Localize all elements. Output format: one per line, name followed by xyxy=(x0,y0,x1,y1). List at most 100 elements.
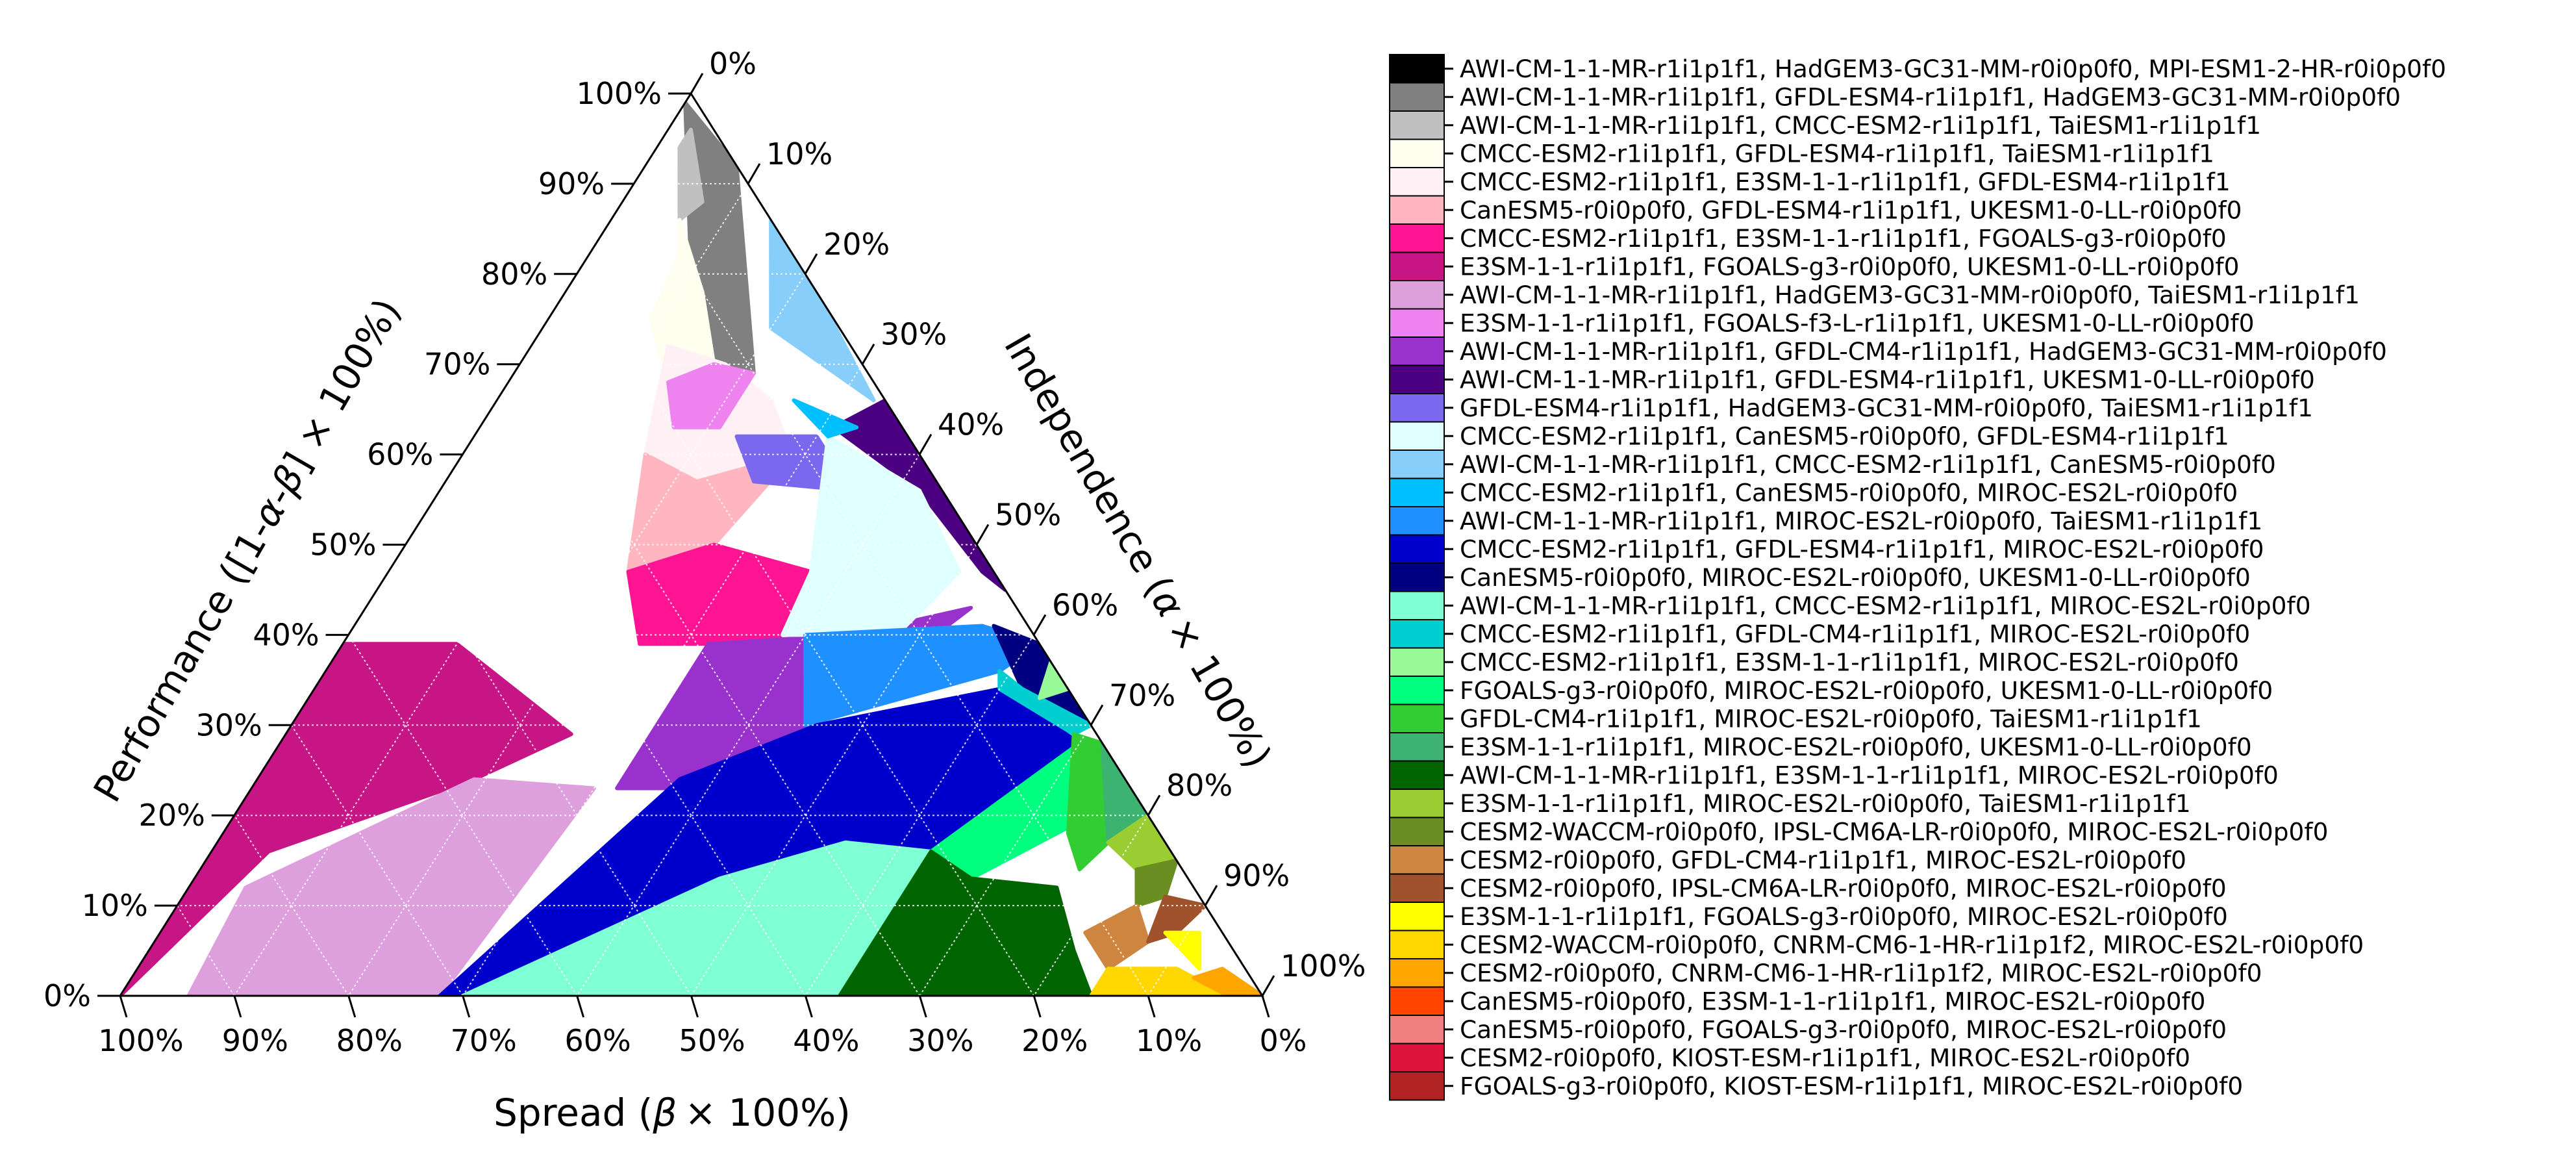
spread-tick-label: 0% xyxy=(1260,1023,1307,1058)
independence-tick xyxy=(1147,794,1161,816)
independence-tick xyxy=(861,343,875,365)
legend-label: GFDL-ESM4-r1i1p1f1, HadGEM3-GC31-MM-r0i0… xyxy=(1460,394,2313,422)
legend-label: CESM2-r0i0p0f0, CNRM-CM6-1-HR-r1i1p1f2, … xyxy=(1460,959,2262,987)
region-31 xyxy=(1089,967,1231,996)
independence-tick-label: 80% xyxy=(1166,768,1232,803)
legend-swatch xyxy=(1389,958,1445,988)
independence-tick-label: 20% xyxy=(823,227,890,262)
legend-label: CanESM5-r0i0p0f0, FGOALS-g3-r0i0p0f0, MI… xyxy=(1460,1015,2227,1044)
subset-regions xyxy=(120,100,1262,996)
independence-tick-label: 60% xyxy=(1052,587,1118,622)
gridline xyxy=(805,634,1034,996)
legend-label: E3SM-1-1-r1i1p1f1, FGOALS-g3-r0i0p0f0, U… xyxy=(1460,252,2239,281)
legend-label: CMCC-ESM2-r1i1p1f1, CanESM5-r0i0p0f0, GF… xyxy=(1460,422,2229,450)
spread-tick xyxy=(462,995,471,1018)
spread-tick-label: 20% xyxy=(1021,1023,1088,1058)
legend-swatch xyxy=(1389,789,1445,818)
legend-swatch xyxy=(1389,647,1445,677)
region-15 xyxy=(792,398,859,438)
legend-swatch xyxy=(1389,506,1445,536)
spread-tick-label: 100% xyxy=(98,1023,184,1058)
independence-tick-label: 90% xyxy=(1223,858,1290,893)
legend-swatch xyxy=(1389,280,1445,310)
independence-tick-label: 40% xyxy=(938,407,1004,442)
legend-label: GFDL-CM4-r1i1p1f1, MIROC-ES2L-r0i0p0f0, … xyxy=(1460,704,2202,733)
spread-tick-label: 10% xyxy=(1136,1023,1202,1058)
performance-tick-label: 90% xyxy=(538,166,605,201)
legend-swatch xyxy=(1389,1043,1445,1072)
legend-label: CMCC-ESM2-r1i1p1f1, GFDL-ESM4-r1i1p1f1, … xyxy=(1460,535,2264,563)
independence-tick xyxy=(804,253,818,275)
gridline xyxy=(576,273,1035,996)
gridline xyxy=(234,183,749,996)
legend-swatch xyxy=(1389,930,1445,959)
spread-tick-label: 80% xyxy=(336,1023,403,1058)
legend-swatch xyxy=(1389,873,1445,903)
performance-tick-label: 40% xyxy=(253,617,319,652)
region-30 xyxy=(1163,930,1202,971)
legend-label: CESM2-r0i0p0f0, GFDL-CM4-r1i1p1f1, MIROC… xyxy=(1460,846,2186,874)
region-19 xyxy=(460,840,933,996)
performance-tick-label: 50% xyxy=(310,527,376,563)
legend-swatch xyxy=(1389,1015,1445,1045)
performance-tick-label: 10% xyxy=(82,888,148,923)
legend-label: AWI-CM-1-1-MR-r1i1p1f1, MIROC-ES2L-r0i0p… xyxy=(1460,507,2262,535)
independence-tick-label: 30% xyxy=(881,317,947,352)
spread-tick-label: 70% xyxy=(451,1023,517,1058)
legend-swatch xyxy=(1389,619,1445,649)
legend-swatch xyxy=(1389,251,1445,281)
independence-tick-label: 70% xyxy=(1109,678,1175,713)
region-20 xyxy=(997,669,1093,737)
legend-label: FGOALS-g3-r0i0p0f0, KIOST-ESM-r1i1p1f1, … xyxy=(1460,1072,2243,1100)
legend-swatch xyxy=(1389,421,1445,451)
legend-label: E3SM-1-1-r1i1p1f1, FGOALS-f3-L-r1i1p1f1,… xyxy=(1460,309,2255,337)
legend-swatch xyxy=(1389,167,1445,197)
spread-tick xyxy=(1147,995,1156,1018)
independence-tick xyxy=(918,433,932,455)
legend-label: E3SM-1-1-r1i1p1f1, MIROC-ES2L-r0i0p0f0, … xyxy=(1460,733,2252,761)
legend-label: CanESM5-r0i0p0f0, GFDL-ESM4-r1i1p1f1, UK… xyxy=(1460,196,2242,224)
legend-swatch xyxy=(1389,986,1445,1016)
legend-label: CMCC-ESM2-r1i1p1f1, GFDL-ESM4-r1i1p1f1, … xyxy=(1460,139,2214,168)
spread-tick xyxy=(690,995,699,1018)
legend-swatch xyxy=(1389,308,1445,338)
legend-swatch xyxy=(1389,477,1445,507)
independence-tick-label: 100% xyxy=(1281,948,1366,983)
legend-swatch xyxy=(1389,54,1445,84)
legend-swatch xyxy=(1389,534,1445,564)
legend-swatch xyxy=(1389,676,1445,705)
legend-swatch xyxy=(1389,817,1445,846)
legend-label: CESM2-WACCM-r0i0p0f0, IPSL-CM6A-LR-r0i0p… xyxy=(1460,817,2328,846)
independence-tick-label: 0% xyxy=(709,46,757,81)
legend-swatch xyxy=(1389,138,1445,168)
spread-tick xyxy=(576,995,585,1018)
spread-tick xyxy=(233,995,242,1018)
performance-tick-label: 60% xyxy=(367,437,433,472)
legend-swatch xyxy=(1389,902,1445,931)
gridline xyxy=(519,364,921,996)
spread-tick xyxy=(1261,995,1270,1018)
region-23 xyxy=(1066,732,1110,872)
legend-swatch xyxy=(1389,223,1445,253)
legend-label: CESM2-WACCM-r0i0p0f0, CNRM-CM6-1-HR-r1i1… xyxy=(1460,930,2364,959)
spread-tick xyxy=(1032,995,1042,1018)
region-9 xyxy=(666,362,756,429)
spread-tick xyxy=(804,995,813,1018)
legend-swatch xyxy=(1389,450,1445,479)
legend-swatch xyxy=(1389,760,1445,790)
performance-tick-label: 100% xyxy=(576,76,662,111)
independence-tick xyxy=(1090,704,1104,726)
gridline xyxy=(633,183,1149,996)
legend-label: CanESM5-r0i0p0f0, E3SM-1-1-r1i1p1f1, MIR… xyxy=(1460,987,2206,1015)
gridline xyxy=(290,724,464,996)
legend-swatch xyxy=(1389,732,1445,762)
independence-tick xyxy=(975,524,990,546)
independence-tick xyxy=(747,163,761,184)
independence-tick xyxy=(690,73,704,94)
legend-label: E3SM-1-1-r1i1p1f1, MIROC-ES2L-r0i0p0f0, … xyxy=(1460,789,2191,818)
independence-tick-label: 50% xyxy=(995,498,1061,533)
legend-swatch xyxy=(1389,336,1445,366)
legend-label: AWI-CM-1-1-MR-r1i1p1f1, GFDL-CM4-r1i1p1f… xyxy=(1460,337,2387,366)
legend-swatch xyxy=(1389,1071,1445,1101)
